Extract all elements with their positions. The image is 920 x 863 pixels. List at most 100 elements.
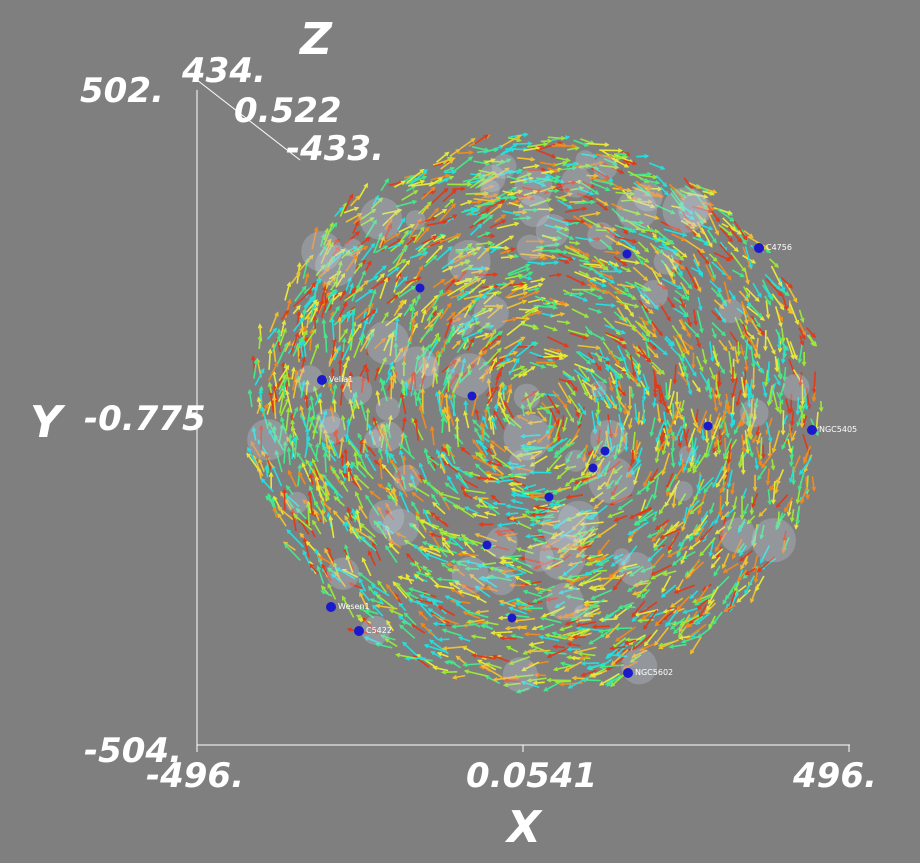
velocity-arrow [696,249,710,264]
velocity-arrow-head [595,236,601,242]
velocity-arrow [689,501,705,515]
velocity-arrow [655,448,661,463]
velocity-arrow-head [510,247,517,252]
velocity-arrow [518,366,536,378]
velocity-arrow [473,198,495,202]
velocity-arrow-head [665,240,671,246]
velocity-arrow [302,339,307,358]
velocity-arrow [468,472,481,477]
velocity-arrow-head [251,355,256,361]
velocity-arrow-head [605,174,611,180]
velocity-arrow [335,429,338,445]
velocity-arrow [516,566,534,575]
velocity-arrow-head [651,536,657,542]
velocity-arrow-head [397,614,403,620]
velocity-arrow-head [286,529,292,534]
velocity-arrow [443,275,458,286]
velocity-arrow [620,259,640,264]
velocity-arrow-head [432,310,437,316]
velocity-arrow-head [618,356,624,362]
velocity-arrow [520,491,542,495]
velocity-arrow [637,508,653,516]
velocity-arrow-head [668,644,674,649]
velocity-arrow [322,319,326,338]
velocity-arrow-head [440,392,445,398]
velocity-arrow-head [361,259,367,265]
velocity-arrow [474,333,489,339]
velocity-arrow [540,140,552,143]
velocity-arrow-head [525,316,531,321]
velocity-arrow-head [431,493,436,499]
velocity-arrow [541,401,550,412]
velocity-arrow [770,265,783,287]
velocity-arrow [266,401,272,415]
velocity-arrow [655,204,675,215]
velocity-arrow-head [320,590,326,595]
velocity-arrow-head [387,371,392,377]
velocity-arrow [603,158,617,165]
velocity-arrow-head [504,563,510,568]
velocity-arrow-head [363,246,369,251]
velocity-arrow [419,406,428,429]
velocity-arrow [731,393,735,417]
velocity-arrow [505,340,523,358]
velocity-arrow-head [554,450,560,455]
velocity-arrow [621,545,638,566]
velocity-arrow [416,600,433,618]
velocity-arrow-head [645,487,650,493]
velocity-arrow [360,243,376,262]
velocity-arrow [577,402,587,415]
velocity-arrow-head [588,640,594,645]
velocity-arrow [677,435,681,447]
velocity-arrow-head [458,371,463,377]
velocity-arrow-head [652,332,658,338]
velocity-arrow [408,483,430,497]
velocity-arrow-head [709,202,715,207]
velocity-arrow [283,441,287,464]
velocity-arrow-head [529,462,535,467]
velocity-arrow-head [421,541,428,546]
velocity-arrow [309,486,318,508]
velocity-arrow-head [576,420,582,427]
velocity-arrow [475,533,498,543]
velocity-arrow-head [788,309,794,315]
velocity-arrow-head [313,306,318,312]
velocity-arrow-head [502,385,507,391]
velocity-arrow-head [415,571,421,576]
velocity-arrow-head [590,287,596,293]
velocity-arrow [592,588,606,591]
velocity-arrow-head [445,173,451,179]
velocity-arrow-head [402,641,408,647]
velocity-arrow-head [461,357,467,363]
velocity-arrow [420,373,426,390]
velocity-arrow [581,153,597,158]
velocity-arrow [439,492,461,500]
velocity-arrow [313,510,320,522]
velocity-arrow [640,178,660,184]
velocity-arrow-head [804,405,809,411]
velocity-arrow-head [585,473,591,479]
velocity-arrow-head [742,573,748,579]
velocity-arrow-head [317,555,323,560]
velocity-arrow [712,350,720,367]
velocity-arrow-head [554,260,560,266]
velocity-arrow-head [530,366,536,371]
velocity-arrow [460,200,472,206]
velocity-arrow [367,550,377,566]
velocity-arrow [522,311,542,318]
velocity-arrow-head [590,595,596,600]
velocity-arrow-head [644,247,650,253]
velocity-arrow [638,200,652,203]
velocity-arrow [584,566,604,576]
velocity-arrow [680,614,700,626]
velocity-arrow-head [676,605,682,611]
velocity-arrow-head [368,289,374,294]
velocity-arrow [491,631,513,634]
velocity-arrow-head [485,322,491,327]
velocity-arrow-head [731,295,736,301]
velocity-arrow-head [771,447,777,454]
velocity-arrow [511,634,524,639]
velocity-arrow-head [722,607,729,612]
velocity-arrow [458,358,466,382]
